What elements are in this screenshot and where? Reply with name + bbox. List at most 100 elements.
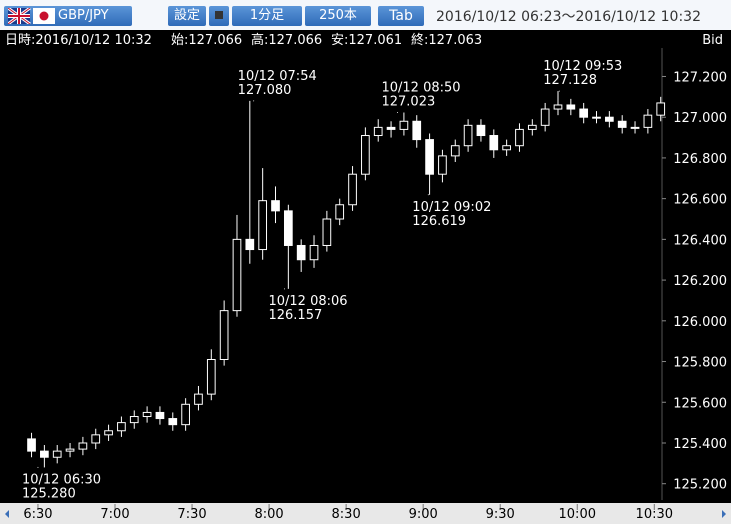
y-tick-label: 126.400 [673,233,727,248]
candle-body [527,124,537,130]
info-close: 終:127.063 [411,32,482,48]
annotation-price: 127.080 [238,83,292,98]
pair-button[interactable]: GBP/JPY [4,6,132,26]
annotation-price: 126.619 [412,214,466,229]
y-tick-label: 125.800 [673,356,727,371]
candle-body [52,450,62,458]
candle-body [296,244,306,261]
info-high: 高:127.066 [251,32,322,48]
annotation-time: 10/12 09:53 [543,59,622,74]
timeframe-button[interactable]: 1分足 [232,6,302,26]
info-open: 始:127.066 [171,33,242,48]
candle-body [142,411,152,418]
tab-button[interactable]: Tab [378,6,424,26]
candle-body [643,114,653,128]
candle-body [592,116,601,119]
annotation-time: 10/12 06:30 [22,472,101,487]
pair: GBP/JPY [58,8,109,23]
scrollbar [0,503,731,524]
info-low: 安:127.061 [331,33,402,48]
toolbar: GBP/JPY 設定 1分足 250本 Tab 2016/10/12 06:23… [0,0,731,30]
candle-body [65,448,75,452]
x-tick-label: 7:00 [100,507,129,522]
candle-body [540,108,550,126]
candle-body [463,124,473,147]
candle-body [399,120,409,130]
candle-body [605,116,614,122]
candle-body [386,126,396,130]
candle-body [27,438,36,452]
range: 2016/10/12 06:23～2016/10/12 10:32 [436,9,701,25]
x-tick-label: 8:30 [332,507,361,522]
candle-body [117,422,126,432]
flags [8,8,55,24]
y-tick-label: 125.400 [673,437,727,452]
candle-body [425,139,434,175]
x-tick-label: 8:00 [254,507,283,522]
y-tick-label: 126.800 [673,152,727,167]
annotation-point [253,100,255,102]
info-side: Bid [702,33,723,48]
candle-body [232,238,242,312]
settings-button[interactable]: 設定 [168,6,206,26]
candle-body [566,104,576,110]
annotation-price: 126.157 [268,308,322,323]
candle-body [656,102,666,116]
candle-body [283,210,293,246]
y-tick-label: 126.000 [673,315,727,330]
annotation-time: 10/12 07:54 [238,69,317,84]
x-tick-label: 6:30 [23,507,52,522]
x-tick-label: 10:00 [559,507,596,522]
candle-body [502,145,511,151]
candle-body [630,126,640,129]
annotation-point [283,288,285,290]
annotation-point [427,194,429,196]
info-datetime: 日時:2016/10/12 10:32 [5,33,152,48]
candle-body [361,135,370,175]
annotation-point [558,90,560,92]
candle-body [91,434,101,444]
annotation-price: 125.280 [22,486,76,501]
candle-body [181,403,190,426]
candle-body [206,359,216,395]
candle-body [155,411,165,420]
y-tick-label: 127.200 [673,70,727,85]
candle-body [78,442,88,450]
candle-body [412,120,422,141]
candle-body [476,124,486,137]
candle-body [219,310,229,361]
candle-body [489,135,499,151]
candle-body [129,416,139,424]
candle-body [617,120,627,128]
y-tick-label: 127.000 [673,111,727,126]
x-tick-label: 9:00 [409,507,438,522]
candle-body [271,200,280,212]
annotation-time: 10/12 09:02 [412,200,491,215]
candle-body [104,430,113,436]
candle-body [515,128,524,147]
y-tick-label: 126.600 [673,193,727,208]
candle-body [579,108,589,118]
bars-button[interactable]: 250本 [305,6,371,26]
candle-body [258,200,268,251]
candle-body [450,145,460,157]
annotation-price: 127.128 [543,73,597,88]
candle-body [194,393,203,405]
annotation-price: 127.023 [381,95,435,110]
y-tick-label: 125.200 [673,478,727,493]
annotation-time: 10/12 08:50 [381,81,460,96]
annotation-point [396,112,398,114]
chart: 日時:2016/10/12 10:32 始:127.066 高:127.066 … [0,30,731,524]
color-button[interactable] [209,6,229,26]
candle-body [335,204,345,220]
annotation-time: 10/12 08:06 [268,294,347,309]
candle-body [438,155,447,175]
y-tick-label: 125.600 [673,396,727,411]
candle-body [373,126,383,137]
y-tick-label: 126.200 [673,274,727,289]
candle-body [553,104,563,110]
x-tick-label: 7:30 [177,507,206,522]
candle-body [348,173,357,206]
candle-body [309,244,319,261]
